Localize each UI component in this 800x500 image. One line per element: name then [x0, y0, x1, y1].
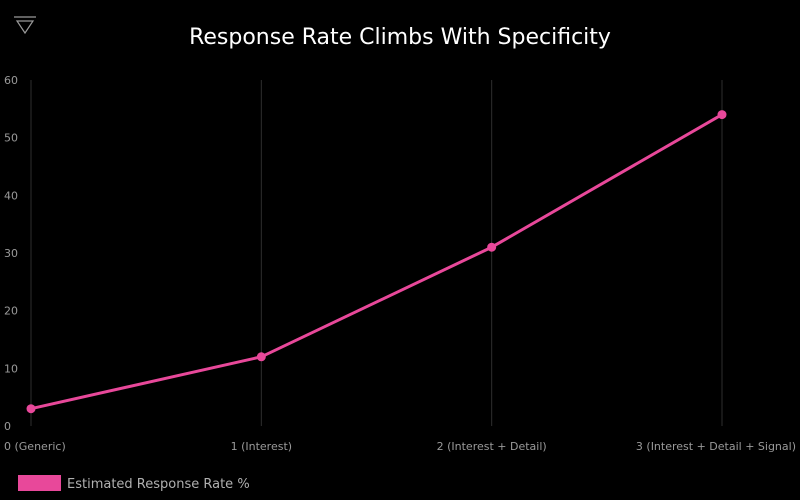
y-tick-label: 50 — [4, 132, 18, 145]
legend-swatch[interactable] — [18, 475, 61, 491]
y-tick-label: 20 — [4, 305, 18, 318]
chart-title: Response Rate Climbs With Specificity — [189, 25, 611, 50]
y-tick-label: 40 — [4, 189, 18, 202]
data-point[interactable] — [256, 352, 266, 362]
x-tick-label: 1 (Interest) — [231, 440, 292, 453]
series-line — [29, 113, 724, 411]
y-tick-label: 60 — [4, 74, 18, 87]
legend-label[interactable]: Estimated Response Rate % — [67, 477, 250, 492]
x-tick-label: 2 (Interest + Detail) — [437, 440, 547, 453]
logo-icon — [14, 16, 36, 35]
data-point[interactable] — [487, 242, 497, 252]
x-tick-label: 3 (Interest + Detail + Signal) — [636, 440, 796, 453]
y-tick-label: 30 — [4, 247, 18, 260]
y-tick-label: 0 — [4, 420, 11, 433]
data-point[interactable] — [26, 404, 36, 414]
data-point[interactable] — [717, 110, 727, 120]
y-tick-label: 10 — [4, 362, 18, 375]
x-tick-label: 0 (Generic) — [4, 440, 66, 453]
